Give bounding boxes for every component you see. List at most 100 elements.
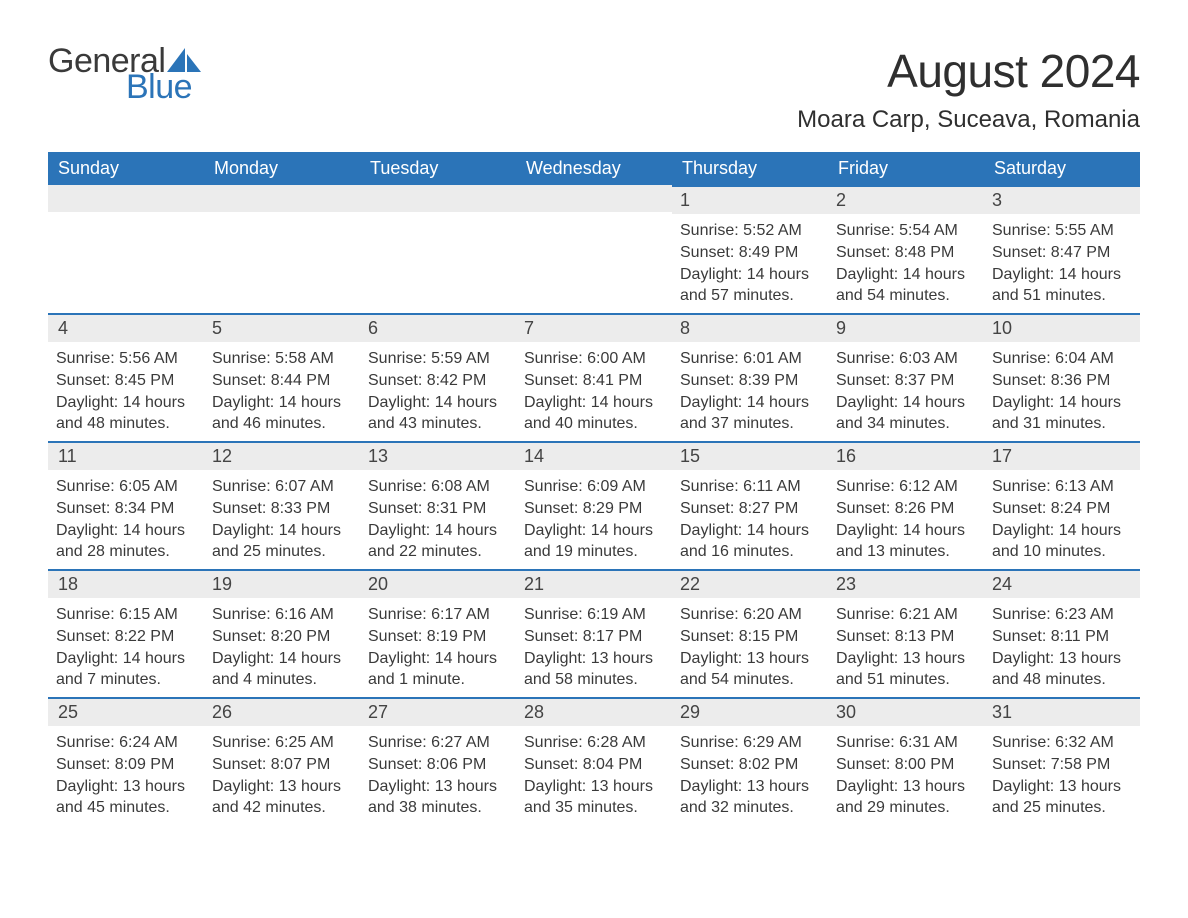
sunrise-text: Sunrise: 6:19 AM [524, 604, 664, 626]
day-cell: 13Sunrise: 6:08 AMSunset: 8:31 PMDayligh… [360, 441, 516, 569]
day-details: Sunrise: 5:52 AMSunset: 8:49 PMDaylight:… [672, 214, 828, 310]
day-number: 23 [828, 569, 984, 598]
sunrise-text: Sunrise: 6:15 AM [56, 604, 196, 626]
sunset-text: Sunset: 8:02 PM [680, 754, 820, 776]
day-cell [360, 185, 516, 313]
day-cell: 17Sunrise: 6:13 AMSunset: 8:24 PMDayligh… [984, 441, 1140, 569]
week-row: 4Sunrise: 5:56 AMSunset: 8:45 PMDaylight… [48, 313, 1140, 441]
day-details: Sunrise: 6:01 AMSunset: 8:39 PMDaylight:… [672, 342, 828, 438]
sunrise-text: Sunrise: 6:29 AM [680, 732, 820, 754]
day-cell: 20Sunrise: 6:17 AMSunset: 8:19 PMDayligh… [360, 569, 516, 697]
day-cell: 15Sunrise: 6:11 AMSunset: 8:27 PMDayligh… [672, 441, 828, 569]
daylight-text: Daylight: 14 hours and 51 minutes. [992, 264, 1132, 307]
daylight-text: Daylight: 13 hours and 42 minutes. [212, 776, 352, 819]
sunset-text: Sunset: 8:24 PM [992, 498, 1132, 520]
daylight-text: Daylight: 13 hours and 54 minutes. [680, 648, 820, 691]
day-number [48, 185, 204, 212]
day-cell: 11Sunrise: 6:05 AMSunset: 8:34 PMDayligh… [48, 441, 204, 569]
day-number: 12 [204, 441, 360, 470]
page: General Blue August 2024 Moara Carp, Suc… [0, 0, 1188, 865]
weekday-header: Friday [828, 152, 984, 185]
sunset-text: Sunset: 8:19 PM [368, 626, 508, 648]
calendar-table: Sunday Monday Tuesday Wednesday Thursday… [48, 152, 1140, 825]
day-number: 14 [516, 441, 672, 470]
day-details: Sunrise: 6:25 AMSunset: 8:07 PMDaylight:… [204, 726, 360, 822]
sunrise-text: Sunrise: 5:58 AM [212, 348, 352, 370]
sunset-text: Sunset: 8:36 PM [992, 370, 1132, 392]
day-cell: 25Sunrise: 6:24 AMSunset: 8:09 PMDayligh… [48, 697, 204, 825]
day-cell: 30Sunrise: 6:31 AMSunset: 8:00 PMDayligh… [828, 697, 984, 825]
day-number: 24 [984, 569, 1140, 598]
daylight-text: Daylight: 13 hours and 29 minutes. [836, 776, 976, 819]
day-details: Sunrise: 5:59 AMSunset: 8:42 PMDaylight:… [360, 342, 516, 438]
day-number: 1 [672, 185, 828, 214]
sunrise-text: Sunrise: 6:24 AM [56, 732, 196, 754]
daylight-text: Daylight: 14 hours and 19 minutes. [524, 520, 664, 563]
weekday-header: Monday [204, 152, 360, 185]
day-number: 11 [48, 441, 204, 470]
day-details: Sunrise: 6:15 AMSunset: 8:22 PMDaylight:… [48, 598, 204, 694]
sunrise-text: Sunrise: 6:00 AM [524, 348, 664, 370]
day-number: 8 [672, 313, 828, 342]
day-number: 3 [984, 185, 1140, 214]
day-number: 15 [672, 441, 828, 470]
day-number: 21 [516, 569, 672, 598]
day-cell: 23Sunrise: 6:21 AMSunset: 8:13 PMDayligh… [828, 569, 984, 697]
daylight-text: Daylight: 14 hours and 13 minutes. [836, 520, 976, 563]
day-details: Sunrise: 5:55 AMSunset: 8:47 PMDaylight:… [984, 214, 1140, 310]
daylight-text: Daylight: 13 hours and 51 minutes. [836, 648, 976, 691]
sunrise-text: Sunrise: 6:23 AM [992, 604, 1132, 626]
daylight-text: Daylight: 13 hours and 48 minutes. [992, 648, 1132, 691]
day-number: 17 [984, 441, 1140, 470]
sunrise-text: Sunrise: 6:05 AM [56, 476, 196, 498]
day-number: 16 [828, 441, 984, 470]
day-cell: 10Sunrise: 6:04 AMSunset: 8:36 PMDayligh… [984, 313, 1140, 441]
sunrise-text: Sunrise: 5:52 AM [680, 220, 820, 242]
daylight-text: Daylight: 14 hours and 43 minutes. [368, 392, 508, 435]
daylight-text: Daylight: 14 hours and 4 minutes. [212, 648, 352, 691]
sunrise-text: Sunrise: 6:12 AM [836, 476, 976, 498]
day-number: 31 [984, 697, 1140, 726]
day-cell [516, 185, 672, 313]
day-number [516, 185, 672, 212]
sunset-text: Sunset: 8:06 PM [368, 754, 508, 776]
day-number: 19 [204, 569, 360, 598]
sunset-text: Sunset: 8:00 PM [836, 754, 976, 776]
sunrise-text: Sunrise: 6:09 AM [524, 476, 664, 498]
sunset-text: Sunset: 8:26 PM [836, 498, 976, 520]
sunset-text: Sunset: 8:34 PM [56, 498, 196, 520]
day-cell: 8Sunrise: 6:01 AMSunset: 8:39 PMDaylight… [672, 313, 828, 441]
sunset-text: Sunset: 8:42 PM [368, 370, 508, 392]
day-details: Sunrise: 6:16 AMSunset: 8:20 PMDaylight:… [204, 598, 360, 694]
logo-text-blue: Blue [126, 70, 201, 104]
day-cell: 9Sunrise: 6:03 AMSunset: 8:37 PMDaylight… [828, 313, 984, 441]
header: General Blue August 2024 Moara Carp, Suc… [48, 44, 1140, 134]
day-details: Sunrise: 5:58 AMSunset: 8:44 PMDaylight:… [204, 342, 360, 438]
day-details: Sunrise: 6:12 AMSunset: 8:26 PMDaylight:… [828, 470, 984, 566]
day-cell: 26Sunrise: 6:25 AMSunset: 8:07 PMDayligh… [204, 697, 360, 825]
daylight-text: Daylight: 13 hours and 32 minutes. [680, 776, 820, 819]
week-row: 18Sunrise: 6:15 AMSunset: 8:22 PMDayligh… [48, 569, 1140, 697]
sunset-text: Sunset: 8:20 PM [212, 626, 352, 648]
day-number: 29 [672, 697, 828, 726]
day-details: Sunrise: 6:00 AMSunset: 8:41 PMDaylight:… [516, 342, 672, 438]
sunrise-text: Sunrise: 6:31 AM [836, 732, 976, 754]
day-cell: 21Sunrise: 6:19 AMSunset: 8:17 PMDayligh… [516, 569, 672, 697]
sunrise-text: Sunrise: 6:17 AM [368, 604, 508, 626]
day-details: Sunrise: 6:04 AMSunset: 8:36 PMDaylight:… [984, 342, 1140, 438]
sunrise-text: Sunrise: 6:04 AM [992, 348, 1132, 370]
daylight-text: Daylight: 13 hours and 38 minutes. [368, 776, 508, 819]
day-number: 26 [204, 697, 360, 726]
day-cell: 22Sunrise: 6:20 AMSunset: 8:15 PMDayligh… [672, 569, 828, 697]
sunrise-text: Sunrise: 6:13 AM [992, 476, 1132, 498]
daylight-text: Daylight: 13 hours and 35 minutes. [524, 776, 664, 819]
day-cell: 19Sunrise: 6:16 AMSunset: 8:20 PMDayligh… [204, 569, 360, 697]
day-cell: 29 Sunrise: 6:29 AMSunset: 8:02 PMDayligh… [672, 697, 828, 825]
location-text: Moara Carp, Suceava, Romania [797, 106, 1140, 134]
weekday-row: Sunday Monday Tuesday Wednesday Thursday… [48, 152, 1140, 185]
day-details: Sunrise: 6:31 AMSunset: 8:00 PMDaylight:… [828, 726, 984, 822]
day-number: 6 [360, 313, 516, 342]
daylight-text: Daylight: 14 hours and 16 minutes. [680, 520, 820, 563]
day-details: Sunrise: 6:24 AMSunset: 8:09 PMDaylight:… [48, 726, 204, 822]
sunrise-text: Sunrise: 5:55 AM [992, 220, 1132, 242]
